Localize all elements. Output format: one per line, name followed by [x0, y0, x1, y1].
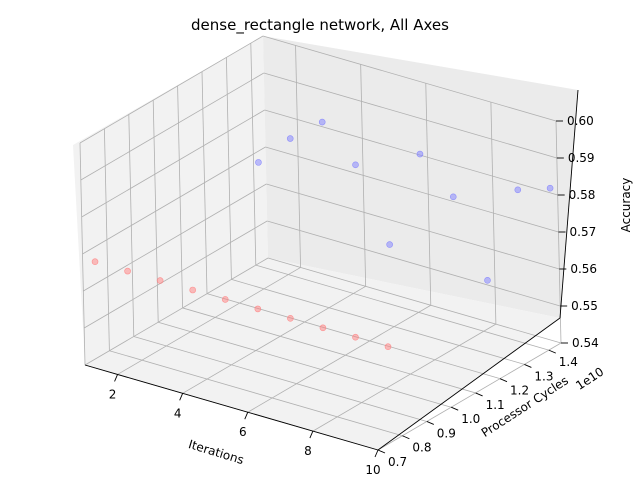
grid-line-z-left: [79, 35, 264, 144]
chart-title: dense_rectangle network, All Axes: [191, 16, 449, 35]
pane-floor: [85, 258, 560, 450]
grid-line-z-left: [84, 257, 269, 366]
data-point-blue: [352, 161, 359, 169]
data-point-blue: [255, 159, 262, 166]
data-point-red: [352, 333, 359, 341]
z-tick-label: 0.60: [567, 114, 594, 128]
grid-line-y-floor: [231, 279, 525, 365]
z-tick-label: 0.58: [569, 188, 596, 202]
x-tick-mark: [244, 412, 249, 420]
data-point-blue: [286, 135, 294, 142]
grid-line-x-floor: [117, 267, 301, 375]
y-tick-label: 0.7: [388, 455, 407, 469]
y-tick-label: 1.1: [486, 398, 505, 412]
data-point-red: [124, 267, 131, 275]
grid-line-z-left: [83, 220, 268, 329]
data-point-red: [254, 305, 262, 313]
grid-line-z-back: [262, 35, 557, 122]
z-tick-label: 0.57: [570, 225, 597, 239]
grid-line-z-left: [80, 72, 265, 181]
axis-panes: [73, 36, 578, 450]
z-tick-label: 0.55: [571, 299, 598, 313]
grid-line-x-floor: [377, 342, 562, 451]
x-tick-mark: [114, 374, 118, 382]
data-point-red: [287, 315, 294, 322]
data-point-red: [156, 277, 164, 284]
z-tick-label: 0.54: [572, 336, 599, 350]
y-tick-mark: [524, 363, 532, 368]
data-point-red: [91, 258, 99, 265]
data-point-blue: [386, 241, 393, 248]
x-tick-label: 4: [174, 406, 182, 420]
z-axis-line: [559, 89, 579, 319]
y-tick-label: 1.4: [559, 355, 578, 369]
x-tick-label: 2: [109, 387, 117, 401]
grid-line-z-left: [83, 183, 267, 292]
data-point-red: [221, 296, 229, 303]
data-point-blue: [416, 150, 424, 158]
x-tick-mark: [374, 449, 379, 458]
x-tick-label: 8: [304, 444, 312, 458]
y-tick-mark: [426, 421, 434, 425]
grid-line-y-floor: [109, 350, 403, 437]
y-tick-label: 1.0: [461, 412, 480, 426]
y-tick-label: 0.8: [412, 441, 431, 455]
grid-line-y-floor: [255, 264, 549, 351]
y-tick-label: 1.3: [534, 369, 553, 383]
grid-line-y-floor: [158, 321, 452, 408]
x-tick-label: 10: [365, 463, 380, 477]
data-point-blue: [318, 118, 326, 126]
y-tick-label: 1.2: [510, 384, 529, 398]
data-points: [91, 118, 554, 350]
grid-line-z-back: [267, 220, 561, 307]
grid-line-x-floor: [182, 285, 366, 394]
data-point-red: [384, 343, 392, 350]
z-tick-label: 0.59: [568, 151, 595, 165]
data-point-blue: [449, 193, 457, 201]
grid-line-y-floor: [133, 336, 427, 422]
grid-line-z-back: [263, 72, 557, 159]
y-tick-label: 0.9: [437, 426, 456, 440]
y-tick-mark: [377, 449, 386, 454]
grid-line-x-floor: [312, 323, 497, 432]
x-tick-mark: [309, 430, 314, 439]
grid-line-z-left: [81, 109, 265, 218]
y-tick-mark: [475, 392, 483, 397]
x-tick-mark: [179, 393, 184, 401]
grid-line-y-floor: [182, 307, 476, 394]
data-point-red: [189, 286, 196, 294]
y-tick-mark: [451, 406, 459, 411]
y-tick-mark: [548, 349, 556, 354]
grid-line-z-back: [266, 183, 560, 270]
z-axis-label: Accuracy: [619, 178, 633, 233]
x-axis-label: Iterations: [187, 437, 246, 467]
grid-line-z-back: [264, 109, 558, 196]
y-tick-mark: [499, 378, 508, 383]
tick-labels: 2 4 6 8 10 0.7 0.8 0.9 1.0 1.1 1.2 1.3 1.4 0.54 0.55 0.…: [109, 114, 599, 477]
y-tick-mark: [402, 435, 410, 440]
grid-line-z-back: [267, 257, 562, 344]
y-axis-line: [377, 317, 561, 451]
y-offset-label: 1e10: [573, 365, 606, 393]
grid-line-x-floor: [247, 304, 431, 413]
grid-line-z-back: [265, 146, 559, 233]
data-point-red: [319, 324, 327, 332]
x-tick-label: 6: [239, 425, 247, 439]
pane-back: [263, 36, 578, 318]
data-point-blue: [514, 186, 522, 194]
grid-line-z-left: [82, 146, 266, 255]
z-tick-label: 0.56: [570, 262, 597, 276]
data-point-blue: [546, 184, 554, 192]
data-point-blue: [484, 276, 491, 284]
x-axis-line: [84, 364, 379, 451]
axis-lines: [84, 89, 579, 451]
